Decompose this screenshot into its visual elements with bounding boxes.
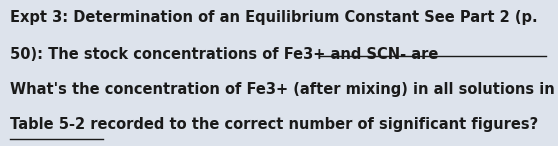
Text: What's the concentration of Fe3+ (after mixing) in all solutions in: What's the concentration of Fe3+ (after … bbox=[10, 82, 555, 97]
Text: 50): The stock concentrations of Fe3+ and SCN- are: 50): The stock concentrations of Fe3+ an… bbox=[10, 47, 439, 62]
Text: Table 5-2 recorded to the correct number of significant figures?: Table 5-2 recorded to the correct number… bbox=[10, 117, 538, 132]
Text: Expt 3: Determination of an Equilibrium Constant See Part 2 (p.: Expt 3: Determination of an Equilibrium … bbox=[10, 10, 538, 25]
